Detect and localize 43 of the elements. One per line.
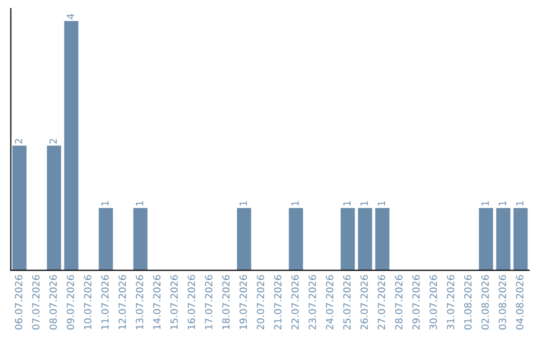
data-label: 1 [136,201,144,206]
x-tick-label: 10.07.2026 [84,275,92,330]
x-tick-label: 02.08.2026 [481,275,489,330]
data-label: 4 [66,14,74,20]
x-tick-label: 14.07.2026 [153,275,160,330]
x-tick-label: 15.07.2026 [170,275,178,330]
x-tick-label: 04.08.2026 [516,275,524,330]
x-tick-label: 21.07.2026 [274,275,282,330]
data-label: 1 [498,201,506,206]
data-label: 1 [101,201,109,206]
x-tick-label: 24.07.2026 [326,275,334,330]
x-tick-label: 23.07.2026 [308,275,316,330]
x-tick-label: 03.08.2026 [498,275,506,330]
data-label: 1 [343,201,350,206]
x-tick-label: 29.07.2026 [412,275,420,330]
x-tick-label: 01.08.2026 [464,275,472,330]
data-label: 1 [292,201,299,206]
data-label: 1 [360,201,368,206]
x-tick-label: 27.07.2026 [378,275,386,330]
x-tick-label: 16.07.2026 [188,275,196,330]
data-label: 2 [14,139,22,144]
x-tick-label: 25.07.2026 [343,275,351,330]
data-label: 2 [49,139,57,144]
x-tick-label: 12.07.2026 [118,275,126,330]
data-label: 1 [378,201,386,206]
x-tick-label: 09.07.2026 [66,275,74,330]
x-tick-label: 26.07.2026 [360,275,368,330]
x-tick-label: 28.07.2026 [395,275,402,330]
data-label: 1 [516,201,524,206]
x-tick-label: 20.07.2026 [256,275,264,330]
x-tick-label: 18.07.2026 [222,275,230,330]
x-tick-label: 11.07.2026 [101,275,109,330]
x-tick-label: 22.07.2026 [291,275,299,330]
data-label: 1 [482,201,489,206]
x-tick-label: 30.07.2026 [430,275,437,330]
x-tick-label: 07.07.2026 [32,275,40,330]
x-tick-label: 17.07.2026 [204,275,212,330]
x-tick-label: 19.07.2026 [240,275,247,330]
data-label: 1 [240,201,247,206]
x-tick-label: 06.07.2026 [14,275,22,330]
x-tick-label: 31.07.2026 [446,275,454,330]
x-tick-label: 08.07.2026 [49,275,57,330]
x-tick-label: 13.07.2026 [136,275,144,330]
